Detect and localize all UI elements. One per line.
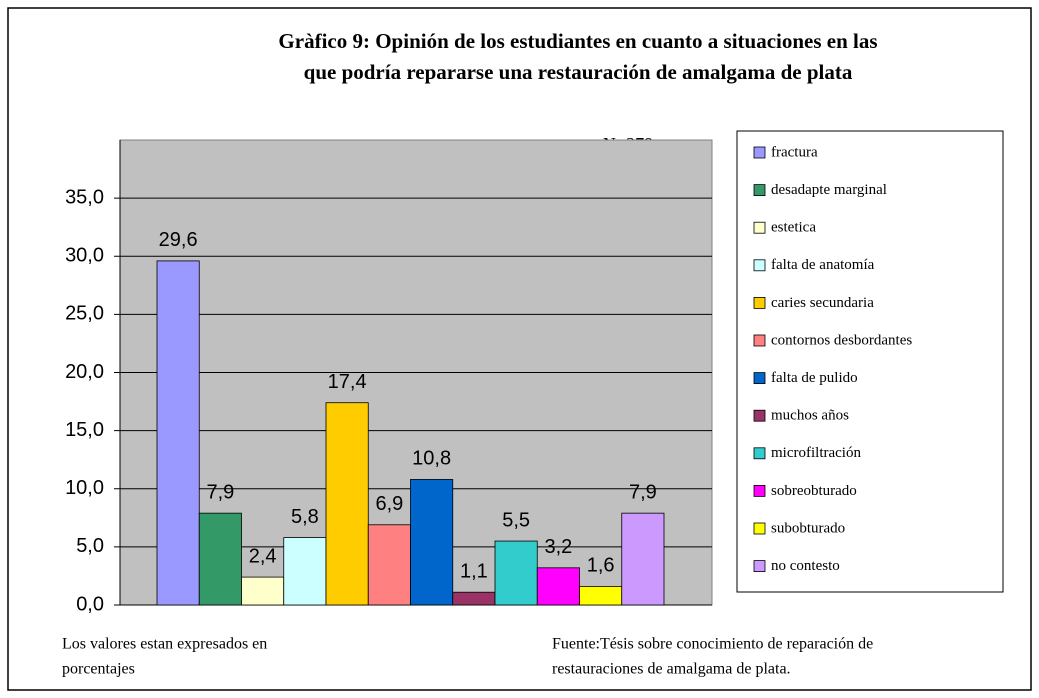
bar [452,591,496,606]
data-label: 29,6 [159,229,198,251]
legend-swatch [753,560,766,572]
legend-label: desadapte marginal [771,182,887,198]
data-label: 10,8 [412,448,451,470]
data-label: 1,6 [587,555,615,577]
data-label: 6,9 [375,493,403,515]
legend-label: caries secundaria [771,295,874,311]
y-tick-label: 10,0 [65,477,104,499]
legend-swatch [753,372,766,385]
legend-label: no contesto [771,558,840,574]
chart-title: Gràfico 9: Opinión de los estudiantes en… [278,29,877,53]
data-label: 1,1 [460,560,488,582]
legend [736,130,1004,593]
y-tick-label: 20,0 [65,361,104,383]
bar [156,260,200,606]
bar [367,524,411,606]
bar [579,586,623,606]
data-label: 5,5 [502,509,530,531]
note: Fuente:Tésis sobre conocimiento de repar… [552,636,873,653]
data-label: 2,4 [249,545,277,567]
bar [621,512,665,606]
data-label: 3,2 [544,536,572,558]
legend-swatch [753,447,766,460]
note: porcentajes [62,661,135,678]
legend-swatch [753,296,766,309]
y-tick-label: 35,0 [65,186,104,208]
legend-swatch [753,146,766,159]
bar [536,567,580,606]
bar [325,402,369,606]
legend-swatch [753,334,766,347]
y-tick-label: 15,0 [65,419,104,441]
legend-label: fractura [771,144,818,160]
data-label: 17,4 [328,371,367,393]
bar [410,479,454,606]
legend-label: falta de pulido [771,370,858,386]
bar [198,512,242,606]
legend-label: microfiltración [771,445,861,461]
legend-label: estetica [771,220,816,236]
data-label: 7,9 [206,481,234,503]
y-tick-label: 0,0 [76,593,104,615]
legend-swatch [753,409,766,422]
bar [241,576,285,606]
legend-swatch [753,484,766,497]
data-label: 7,9 [629,481,657,503]
chart-title: que podría repararse una restauración de… [304,60,853,84]
y-tick-label: 25,0 [65,303,104,325]
bar [283,537,327,606]
note: restauraciones de amalgama de plata. [552,661,791,678]
data-label: 5,8 [291,506,319,528]
note: Los valores estan expresados en [62,636,267,653]
y-tick-label: 5,0 [76,535,104,557]
legend-label: muchos años [771,408,849,424]
legend-swatch [753,221,766,234]
legend-swatch [753,184,766,197]
legend-swatch [753,522,766,535]
bar [494,540,538,606]
y-tick-label: 30,0 [65,245,104,267]
legend-label: subobturado [771,520,845,536]
legend-label: contornos desbordantes [771,332,912,348]
legend-label: sobreobturado [771,483,857,499]
legend-swatch [753,259,766,272]
legend-label: falta de anatomía [771,257,875,273]
